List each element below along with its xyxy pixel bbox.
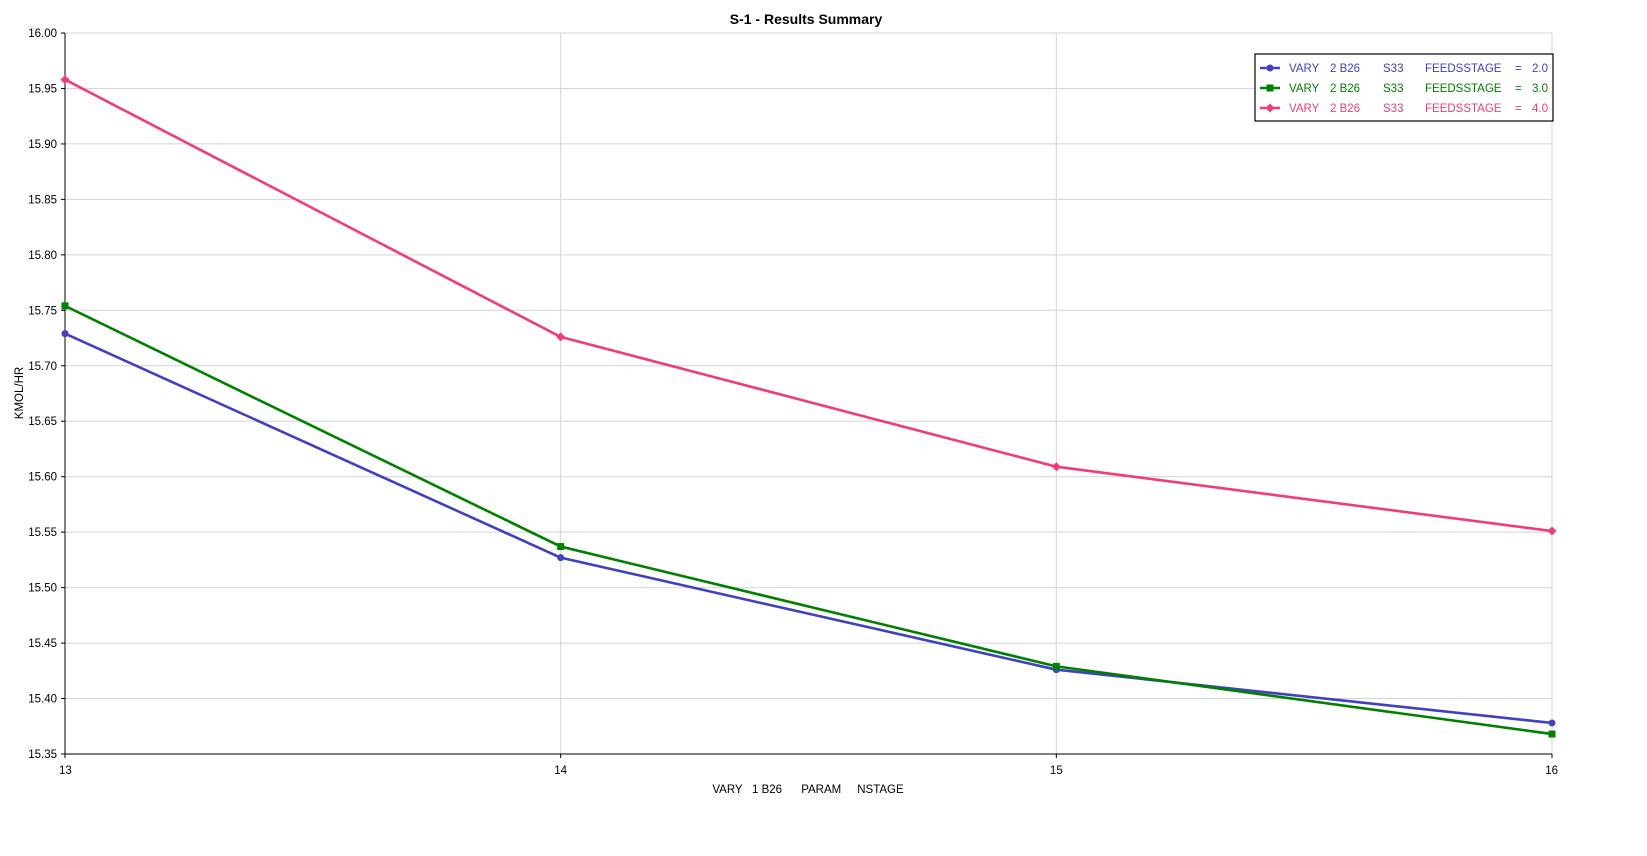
data-point[interactable]	[557, 554, 565, 562]
data-point[interactable]	[1051, 462, 1061, 472]
legend-entry-text: S33	[1383, 63, 1403, 75]
x-tick-label: 13	[59, 765, 72, 777]
legend-entry-text: VARY	[1289, 63, 1320, 75]
legend-entry-text: =	[1515, 63, 1522, 75]
series-line[interactable]	[64, 78, 1553, 533]
data-point[interactable]	[1266, 64, 1274, 72]
legend: VARY 2 B26 S33 FEEDSSTAGE = 2.0 VARY 2 B26 S33 FE…	[1254, 53, 1554, 122]
data-point[interactable]	[1052, 662, 1060, 670]
series-group	[60, 75, 1557, 536]
data-point[interactable]	[557, 543, 565, 551]
x-tick-label: 16	[1545, 765, 1558, 777]
data-point[interactable]	[61, 302, 69, 310]
series-line[interactable]	[64, 304, 1553, 736]
legend-entry-text: 2.0	[1532, 63, 1548, 75]
axes: 15.35 15.40 15.45 15.50 15.55 15.60 15.65 15.70…	[28, 28, 1558, 777]
legend-entry-text: FEEDSSTAGE	[1425, 63, 1502, 75]
x-tick-label: 14	[554, 765, 567, 777]
legend-entry-text: FEEDSSTAGE	[1425, 103, 1502, 115]
data-point[interactable]	[1547, 526, 1557, 536]
legend-entry-text: =	[1515, 103, 1522, 115]
y-tick-label: 15.40	[28, 694, 57, 706]
y-tick-label: 15.45	[28, 638, 57, 650]
y-tick-label: 15.55	[28, 527, 57, 539]
data-point[interactable]	[61, 330, 69, 338]
grid-lines	[65, 32, 1553, 754]
y-tick-label: 15.70	[28, 361, 57, 373]
data-point[interactable]	[1265, 103, 1275, 113]
data-point[interactable]	[556, 332, 566, 342]
legend-entry-text: FEEDSSTAGE	[1425, 83, 1502, 95]
y-tick-label: 15.60	[28, 472, 57, 484]
series-line[interactable]	[64, 332, 1553, 725]
data-point[interactable]	[1548, 730, 1556, 738]
y-tick-label: 15.95	[28, 83, 57, 95]
legend-box	[1254, 53, 1554, 122]
series-group	[61, 302, 1556, 738]
y-tick-label: 15.50	[28, 583, 57, 595]
legend-entry-text: =	[1515, 83, 1522, 95]
y-axis-label: KMOL/HR	[14, 367, 26, 419]
legend-entry-text: VARY	[1289, 103, 1320, 115]
legend-entry-text: VARY	[1289, 83, 1320, 95]
legend-entry-text: 3.0	[1532, 83, 1548, 95]
legend-entry-text: 2 B26	[1330, 83, 1360, 95]
y-tick-label: 15.90	[28, 139, 57, 151]
legend-entry-text: 4.0	[1532, 103, 1548, 115]
legend-entry-text: S33	[1383, 83, 1403, 95]
data-point[interactable]	[60, 75, 70, 85]
series-group	[60, 75, 1557, 738]
chart-title: S-1 - Results Summary	[730, 11, 883, 27]
legend-entry-text: 2 B26	[1330, 103, 1360, 115]
y-tick-label: 15.75	[28, 305, 57, 317]
y-tick-label: 15.65	[28, 416, 57, 428]
y-tick-label: 15.80	[28, 250, 57, 262]
x-axis-label: VARY 1 B26 PARAM NSTAGE	[712, 784, 904, 796]
legend-entry-text: 2 B26	[1330, 63, 1360, 75]
y-tick-label: 15.85	[28, 194, 57, 206]
data-point[interactable]	[1548, 719, 1556, 727]
legend-entry-text: S33	[1383, 103, 1403, 115]
y-tick-label: 15.35	[28, 749, 57, 761]
data-point[interactable]	[1266, 84, 1274, 92]
x-tick-label: 15	[1050, 765, 1063, 777]
y-tick-label: 16.00	[28, 28, 57, 40]
